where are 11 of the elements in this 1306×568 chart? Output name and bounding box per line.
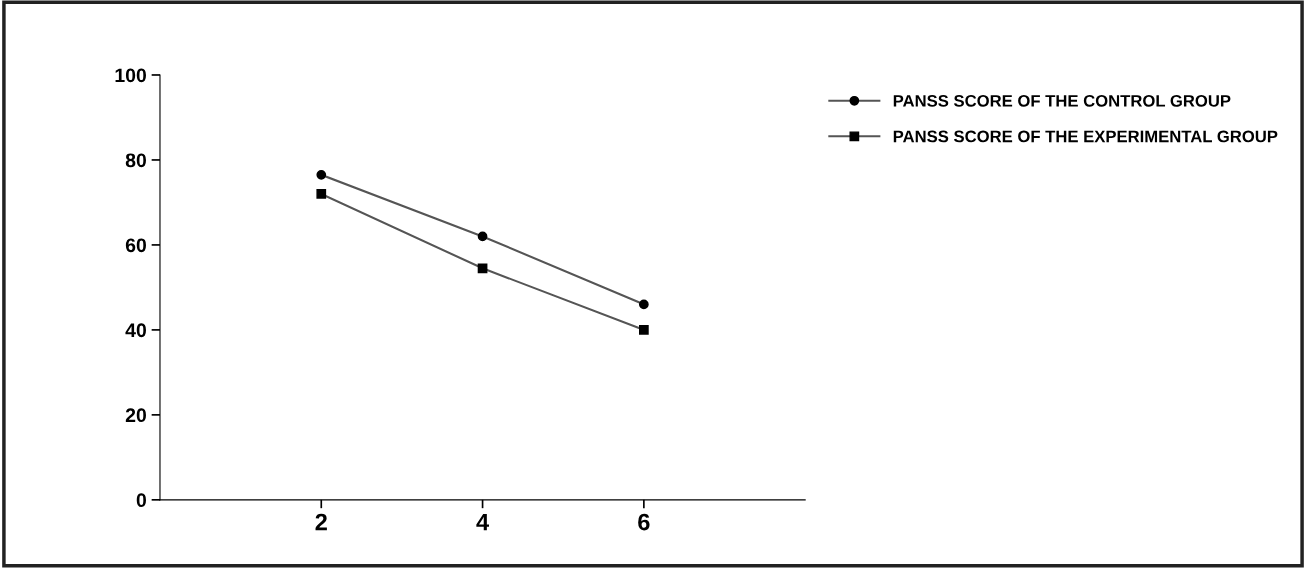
legend-label: PANSS SCORE OF THE CONTROL GROUP [893, 94, 1231, 107]
y-tick-label: 0 [136, 493, 146, 508]
x-tick-label: 6 [638, 513, 650, 531]
y-tick-label: 100 [115, 68, 146, 83]
x-tick-label: 4 [476, 513, 490, 531]
legend-label: PANSS SCORE OF THE EXPERIMENTAL GROUP [893, 130, 1278, 143]
x-tick-label: 2 [315, 513, 327, 531]
y-tick-label: 80 [125, 153, 146, 168]
y-tick-label: 20 [125, 408, 146, 423]
y-tick-label: 60 [125, 238, 146, 253]
y-tick-label: 40 [125, 323, 146, 338]
